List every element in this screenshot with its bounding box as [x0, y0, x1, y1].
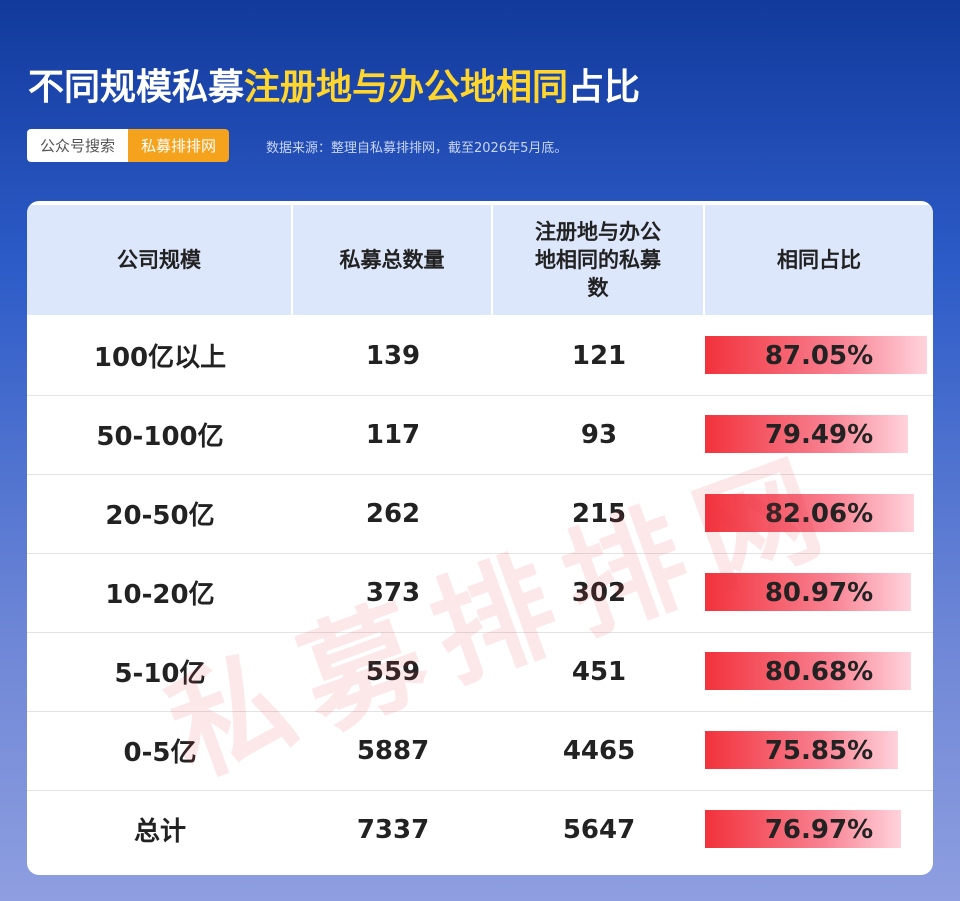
title: 不同规模私募注册地与办公地相同占比: [28, 58, 640, 110]
cell: 121: [571, 340, 627, 371]
column-header: 公司规模: [27, 205, 291, 315]
cell: 76.97%: [764, 814, 874, 845]
title-part: 注册地与办公地相同: [244, 67, 569, 108]
cell: 0-5亿: [123, 738, 197, 768]
percent-bar: [705, 415, 908, 453]
cell: 80.97%: [764, 577, 874, 608]
cell: 215: [571, 498, 627, 529]
cell: 5-10亿: [114, 659, 206, 689]
row-divider: [27, 474, 933, 475]
cell: 79.49%: [764, 419, 874, 450]
cell: 93: [580, 419, 618, 450]
cell: 117: [365, 419, 421, 450]
cell: 451: [571, 656, 627, 687]
percent-bar: [705, 810, 902, 848]
cell: 7337: [356, 814, 430, 845]
column-header: 私募总数量: [293, 205, 491, 315]
cell: 5647: [562, 814, 636, 845]
row-divider: [27, 711, 933, 712]
cell: 50-100亿: [96, 422, 224, 452]
percent-bar: [705, 652, 911, 690]
tag-brand: 私募排排网: [128, 129, 230, 162]
table: 公司规模 私募总数量 注册地与办公地相同的私募数 相同占比 100亿以上 139 121 87…: [27, 201, 933, 875]
cell: 82.06%: [764, 498, 874, 529]
row-divider: [27, 632, 933, 633]
row-divider: [27, 395, 933, 396]
cell: 4465: [562, 735, 636, 766]
cell: 10-20亿: [105, 580, 215, 610]
tags: 公众号搜索 私募排排网: [27, 129, 230, 162]
percent-bar: [705, 336, 927, 374]
tag-search: 公众号搜索: [27, 129, 129, 162]
cell: 5887: [356, 735, 430, 766]
source: 数据来源：整理自私募排排网，截至2026年5月底。: [266, 141, 568, 156]
cell: 100亿以上: [93, 343, 227, 373]
cell: 139: [365, 340, 421, 371]
cell: 373: [365, 577, 421, 608]
cell: 87.05%: [764, 340, 874, 371]
cell: 75.85%: [764, 735, 874, 766]
cell: 20-50亿: [105, 501, 215, 531]
title-part: 占比: [568, 67, 641, 108]
row-divider: [27, 553, 933, 554]
row-divider: [27, 790, 933, 791]
column-header: 相同占比: [705, 205, 933, 315]
percent-bar: [705, 731, 899, 769]
percent-bar: [705, 494, 915, 532]
column-header: 注册地与办公地相同的私募数: [493, 205, 703, 315]
percent-bar: [705, 573, 912, 611]
title-part: 不同规模私募: [28, 67, 245, 108]
cell: 302: [571, 577, 627, 608]
cell: 总计: [133, 817, 186, 847]
cell: 80.68%: [764, 656, 874, 687]
cell: 262: [365, 498, 421, 529]
cell: 559: [365, 656, 421, 687]
